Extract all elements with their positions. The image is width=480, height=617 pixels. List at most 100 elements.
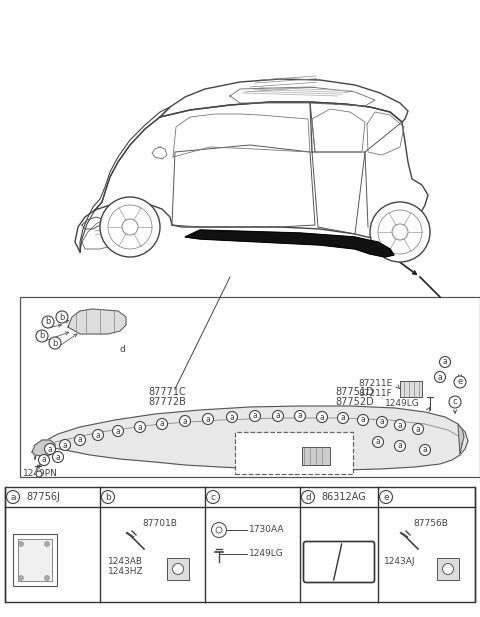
- Text: a: a: [298, 412, 302, 421]
- Text: 87756J: 87756J: [26, 492, 60, 502]
- Text: a: a: [160, 420, 164, 428]
- Bar: [437, 558, 459, 580]
- Text: a: a: [62, 441, 67, 450]
- Text: a: a: [78, 436, 83, 444]
- Text: eco: eco: [311, 557, 330, 566]
- FancyBboxPatch shape: [18, 539, 52, 581]
- Text: a: a: [116, 426, 120, 436]
- Circle shape: [108, 205, 152, 249]
- Text: e: e: [383, 492, 389, 502]
- Text: 1243AJ: 1243AJ: [384, 558, 416, 566]
- Circle shape: [392, 224, 408, 240]
- Circle shape: [45, 444, 56, 455]
- Text: a: a: [229, 413, 234, 421]
- Text: b: b: [45, 318, 51, 326]
- Text: b: b: [105, 492, 111, 502]
- Bar: [400, 381, 422, 397]
- Circle shape: [203, 413, 214, 424]
- Circle shape: [60, 439, 71, 450]
- Circle shape: [7, 491, 20, 503]
- Circle shape: [93, 429, 104, 441]
- Text: 87771C: 87771C: [148, 387, 186, 397]
- Circle shape: [412, 423, 423, 434]
- Circle shape: [370, 202, 430, 262]
- Circle shape: [36, 330, 48, 342]
- Circle shape: [295, 410, 305, 421]
- Circle shape: [395, 441, 406, 452]
- Text: c: c: [453, 397, 457, 407]
- Text: a: a: [96, 431, 100, 439]
- FancyBboxPatch shape: [303, 542, 374, 582]
- Text: b: b: [52, 339, 58, 347]
- Circle shape: [122, 219, 138, 235]
- Circle shape: [112, 426, 123, 436]
- Circle shape: [227, 412, 238, 423]
- Circle shape: [100, 197, 160, 257]
- Polygon shape: [458, 424, 464, 455]
- Circle shape: [273, 410, 284, 421]
- Circle shape: [358, 415, 369, 426]
- Text: 1249LG: 1249LG: [249, 550, 284, 558]
- Circle shape: [316, 412, 327, 423]
- Circle shape: [216, 527, 222, 533]
- Circle shape: [156, 418, 168, 429]
- Text: a: a: [422, 445, 427, 455]
- Text: 87755B: 87755B: [238, 444, 273, 452]
- Text: b: b: [60, 312, 65, 321]
- Circle shape: [376, 416, 387, 428]
- Text: a: a: [376, 437, 380, 447]
- Text: a: a: [443, 357, 447, 366]
- Text: a: a: [397, 421, 402, 429]
- Text: a: a: [252, 412, 257, 421]
- Text: a: a: [341, 413, 346, 423]
- Text: b: b: [39, 331, 45, 341]
- Text: 1243HZ: 1243HZ: [108, 568, 144, 576]
- Circle shape: [56, 311, 68, 323]
- Text: a: a: [48, 444, 52, 453]
- Circle shape: [45, 576, 49, 581]
- Text: a: a: [320, 413, 324, 421]
- Circle shape: [212, 523, 227, 537]
- Bar: [302, 447, 330, 465]
- Text: 87211F: 87211F: [358, 389, 392, 397]
- Text: 87756G: 87756G: [238, 452, 274, 462]
- Text: 1243AB: 1243AB: [108, 558, 143, 566]
- Polygon shape: [185, 230, 394, 257]
- Circle shape: [19, 576, 24, 581]
- Circle shape: [45, 542, 49, 547]
- Text: a: a: [205, 415, 210, 423]
- Text: e: e: [457, 378, 463, 386]
- Text: a: a: [42, 455, 47, 465]
- FancyBboxPatch shape: [13, 534, 57, 586]
- Circle shape: [42, 316, 54, 328]
- Text: 87701B: 87701B: [143, 518, 178, 528]
- Circle shape: [372, 436, 384, 447]
- Polygon shape: [35, 406, 468, 470]
- Circle shape: [337, 413, 348, 423]
- Text: a: a: [56, 452, 60, 462]
- Circle shape: [101, 491, 115, 503]
- Text: 87772B: 87772B: [148, 397, 186, 407]
- Circle shape: [380, 491, 393, 503]
- Circle shape: [395, 420, 406, 431]
- Text: a: a: [10, 492, 16, 502]
- Circle shape: [206, 491, 219, 503]
- Text: 87752D: 87752D: [335, 397, 374, 407]
- Circle shape: [420, 444, 431, 455]
- Bar: [5, 487, 475, 602]
- Polygon shape: [32, 440, 55, 456]
- Circle shape: [49, 337, 61, 349]
- Bar: [167, 558, 189, 580]
- Text: 86312AG: 86312AG: [321, 492, 366, 502]
- Text: a: a: [276, 412, 280, 421]
- Circle shape: [134, 421, 145, 433]
- Text: 1249PN: 1249PN: [23, 470, 58, 479]
- Text: a: a: [182, 416, 187, 426]
- Text: electric: electric: [336, 557, 374, 566]
- Polygon shape: [68, 309, 126, 334]
- Text: a: a: [416, 424, 420, 434]
- Circle shape: [74, 434, 85, 445]
- Text: a: a: [360, 415, 365, 424]
- Text: d: d: [305, 492, 311, 502]
- Text: 1249LG: 1249LG: [385, 399, 420, 408]
